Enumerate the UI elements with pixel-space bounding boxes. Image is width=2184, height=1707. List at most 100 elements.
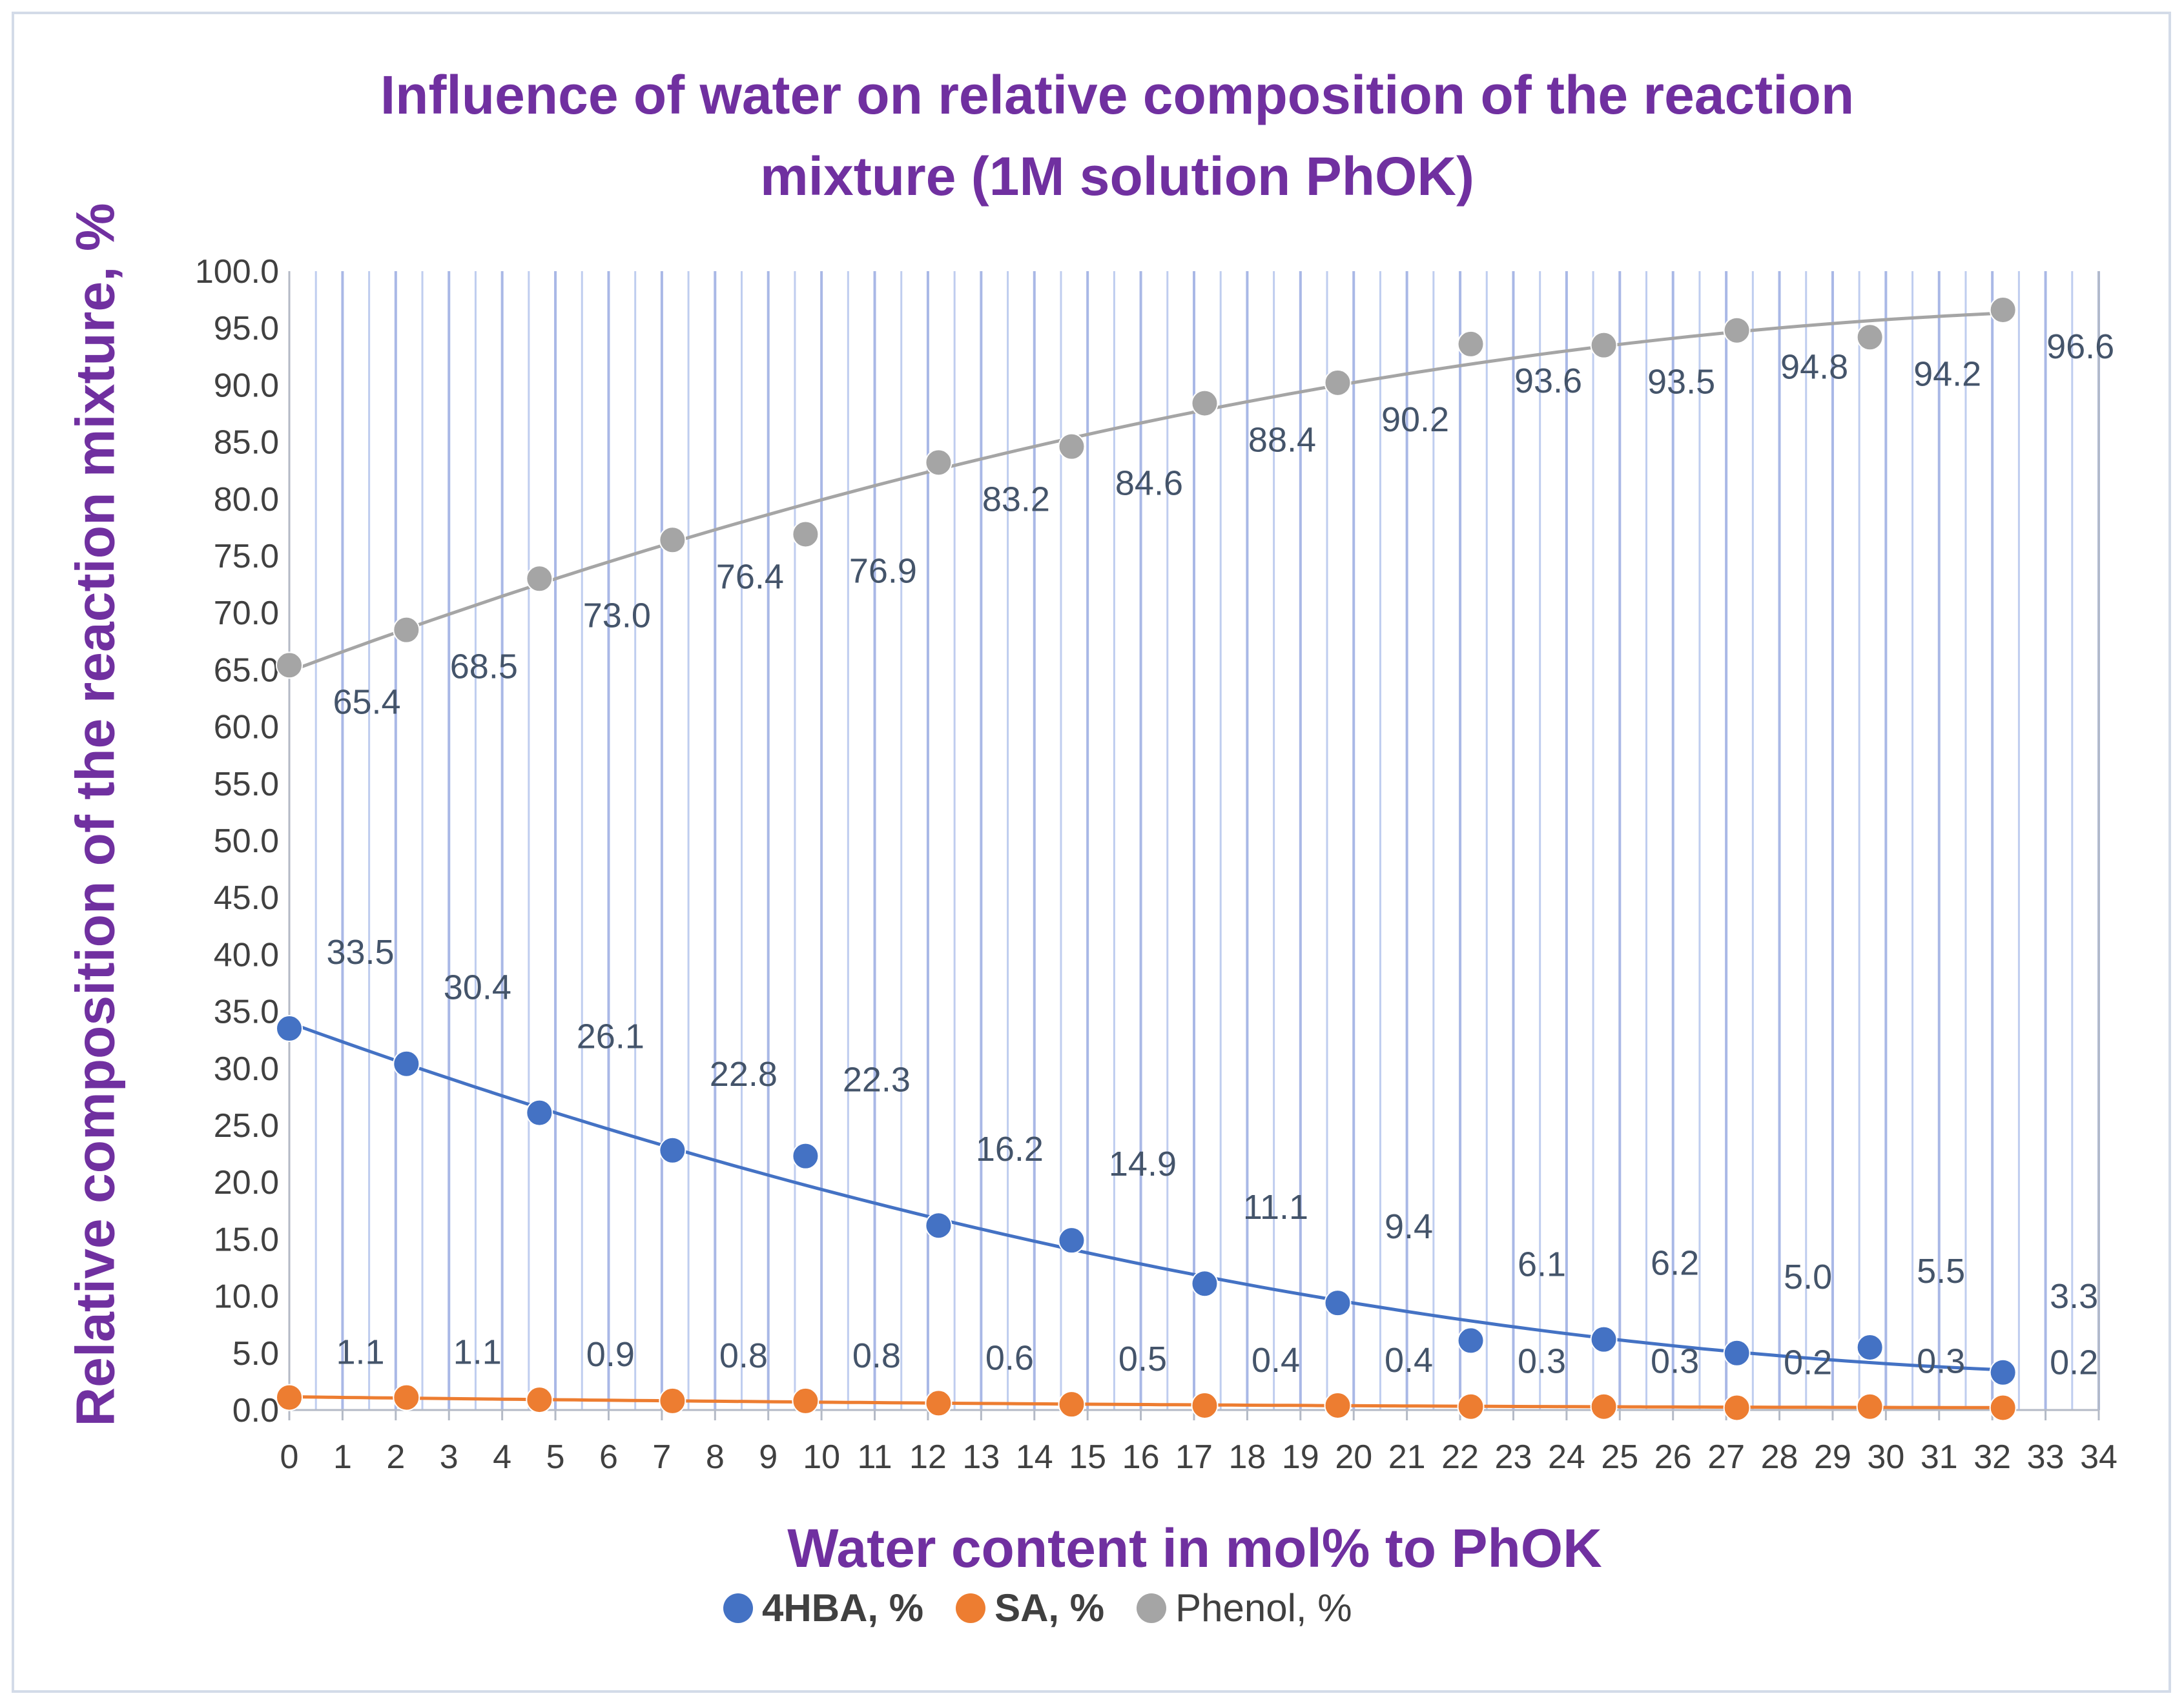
data-label-sa: 1.1 [453,1333,502,1372]
data-label-phenol: 73.0 [583,596,651,635]
data-point-phenol [1723,316,1751,344]
data-label-phenol: 84.6 [1115,464,1183,503]
legend-label-4hba: 4HBA, % [762,1586,924,1630]
data-label-4hba: 5.0 [1784,1258,1832,1296]
trendline-4hba [289,1021,2003,1372]
y-tick-label: 60.0 [214,709,279,746]
data-point-phenol [1058,433,1086,460]
data-point-sa [1457,1393,1485,1420]
x-tick-label: 32 [1973,1438,2011,1476]
y-tick-label: 50.0 [214,823,279,860]
x-tick-label: 31 [1921,1438,1958,1476]
data-label-4hba: 5.5 [1917,1252,1965,1291]
trendline-sa [289,1395,2003,1409]
y-tick-label: 25.0 [214,1107,279,1145]
legend-item-phenol: Phenol, % [1137,1586,1352,1630]
data-label-phenol: 94.2 [1913,354,1981,393]
x-tick-label: 8 [706,1438,725,1476]
data-label-phenol: 94.8 [1780,348,1848,387]
data-point-phenol [1457,330,1485,358]
legend-item-sa: SA, % [956,1586,1104,1630]
data-point-sa [659,1387,686,1415]
data-label-4hba: 26.1 [577,1017,644,1056]
data-point-phenol [526,565,553,593]
x-tick-label: 10 [803,1438,840,1476]
legend-marker-phenol [1137,1593,1167,1623]
data-point-4hba [1856,1333,1884,1361]
y-tick-label: 95.0 [214,310,279,347]
data-label-4hba: 16.2 [976,1130,1044,1169]
data-point-4hba [1324,1289,1352,1317]
chart-title-line-1: Influence of water on relative compositi… [380,65,1855,125]
y-tick-label: 20.0 [214,1164,279,1201]
data-point-phenol [659,526,686,554]
data-point-4hba [393,1050,420,1078]
data-label-phenol: 88.4 [1248,421,1316,460]
data-label-sa: 0.5 [1118,1340,1167,1378]
x-tick-label: 4 [493,1438,511,1476]
y-tick-label: 75.0 [214,538,279,575]
x-tick-label: 26 [1654,1438,1692,1476]
data-label-phenol: 83.2 [982,480,1050,518]
data-label-4hba: 30.4 [444,968,511,1007]
data-point-4hba [1989,1358,2017,1386]
data-label-phenol: 76.9 [849,551,917,590]
x-tick-label: 11 [858,1438,892,1476]
x-tick-label: 29 [1814,1438,1851,1476]
data-point-sa [393,1384,420,1411]
y-tick-label: 15.0 [214,1221,279,1258]
x-tick-label: 17 [1175,1438,1213,1476]
x-tick-label: 20 [1335,1438,1372,1476]
data-point-sa [1723,1394,1751,1422]
data-point-4hba [276,1015,303,1043]
data-point-phenol [1590,331,1618,359]
x-tick-label: 18 [1228,1438,1266,1476]
y-tick-label: 85.0 [214,424,279,462]
x-tick-label: 7 [652,1438,671,1476]
data-label-4hba: 9.4 [1385,1207,1433,1246]
y-tick-label: 30.0 [214,1050,279,1088]
data-label-4hba: 3.3 [2050,1277,2098,1316]
data-label-phenol: 96.6 [2046,327,2114,366]
x-tick-label: 12 [909,1438,947,1476]
data-label-4hba: 22.3 [843,1061,911,1099]
chart-title-line-2: mixture (1M solution PhOK) [759,146,1475,207]
data-point-phenol [1989,296,2017,323]
data-point-phenol [393,616,420,644]
x-tick-label: 33 [2027,1438,2065,1476]
data-point-4hba [792,1142,819,1170]
x-tick-label: 22 [1441,1438,1479,1476]
data-label-sa: 0.2 [2050,1343,2098,1382]
data-point-phenol [792,520,819,548]
data-label-sa: 0.8 [719,1336,768,1375]
x-tick-label: 1 [333,1438,352,1476]
data-point-4hba [1590,1325,1618,1353]
data-point-phenol [1191,389,1219,417]
x-tick-label: 34 [2080,1438,2117,1476]
data-label-sa: 0.4 [1252,1341,1300,1380]
data-label-sa: 0.6 [985,1338,1034,1377]
data-label-phenol: 68.5 [450,648,518,686]
data-point-sa [792,1387,819,1415]
y-tick-label: 0.0 [232,1392,279,1429]
x-tick-label: 2 [386,1438,405,1476]
data-label-phenol: 65.4 [333,682,400,721]
legend-label-phenol: Phenol, % [1175,1586,1352,1630]
legend: 4HBA, % SA, % Phenol, % [723,1586,1385,1630]
x-tick-label: 13 [962,1438,1000,1476]
data-point-sa [1856,1393,1884,1420]
data-point-4hba [1723,1339,1751,1367]
data-point-phenol [276,651,303,679]
data-point-4hba [1058,1227,1086,1254]
y-tick-label: 90.0 [214,367,279,404]
x-tick-label: 9 [759,1438,778,1476]
data-label-phenol: 93.5 [1647,363,1715,402]
x-axis-title: Water content in mol% to PhOK [787,1518,1602,1579]
y-tick-label: 70.0 [214,595,279,632]
legend-label-sa: SA, % [994,1586,1105,1630]
x-tick-label: 23 [1495,1438,1532,1476]
x-tick-label: 15 [1069,1438,1106,1476]
data-point-4hba [1457,1327,1485,1354]
data-label-sa: 0.8 [852,1336,901,1375]
